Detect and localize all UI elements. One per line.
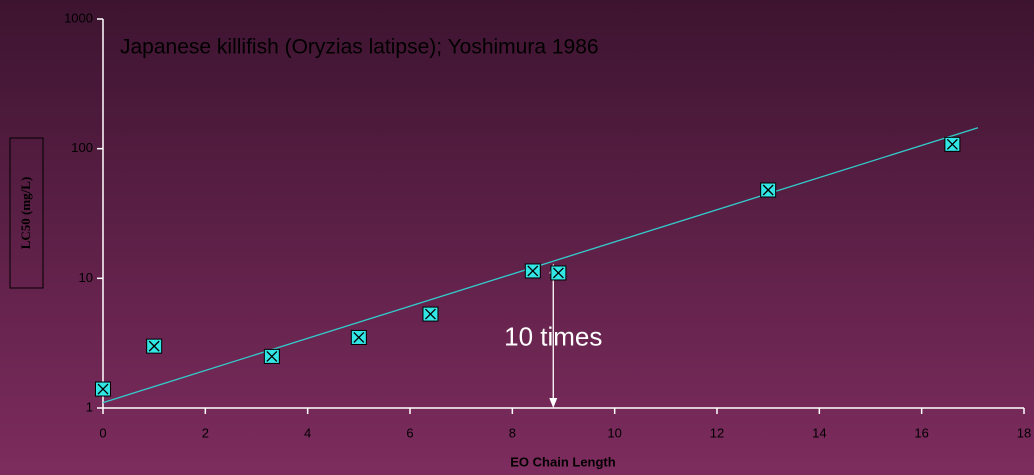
x-tick-label: 10 [607,425,621,440]
x-tick-label: 14 [812,425,826,440]
chart-title: Japanese killifish (Oryzias latipse); Yo… [120,36,599,59]
marker-cross [946,138,958,150]
marker-cross [148,340,160,352]
y-axis-label: LC50 (mg/L) [18,177,33,250]
marker-cross [425,308,436,320]
y-label-box [9,137,44,289]
annotation-text: 10 times [504,322,602,352]
x-tick-label: 6 [406,425,413,440]
arrow-head [549,398,558,408]
marker-cross [353,331,365,343]
marker-cross [527,265,539,277]
y-tick-label: 1000 [64,10,93,25]
x-axis-label: EO Chain Length [510,454,616,469]
marker-cross [266,350,278,362]
marker-cross [762,184,774,196]
x-tick-label: 2 [202,425,209,440]
x-tick-label: 12 [710,425,724,440]
x-tick-label: 18 [1017,425,1031,440]
x-tick-label: 0 [99,425,106,440]
x-tick-label: 4 [304,425,311,440]
y-tick-label: 100 [71,140,93,155]
marker-cross [552,267,564,279]
y-tick-label: 10 [79,270,93,285]
marker-cross [97,383,109,395]
x-tick-label: 16 [914,425,928,440]
y-tick-label: 1 [86,399,93,414]
x-tick-label: 8 [509,425,516,440]
